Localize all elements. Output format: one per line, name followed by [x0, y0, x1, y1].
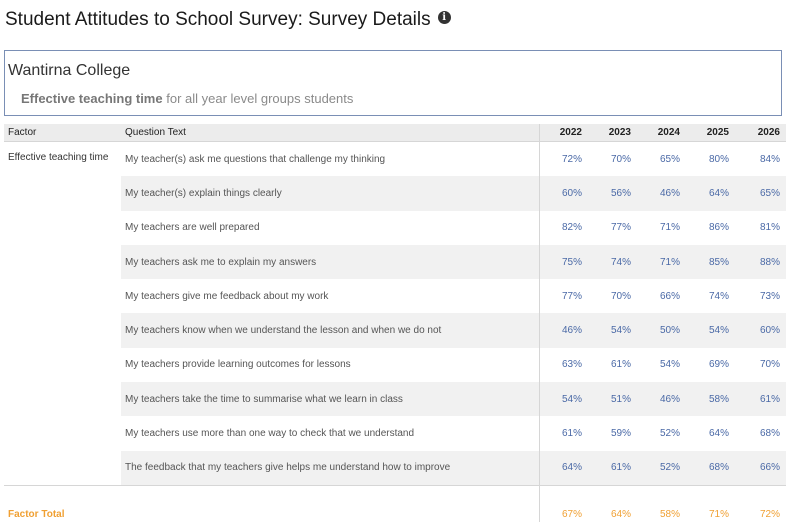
percent-value-cell: 50% [637, 313, 686, 348]
table-row: My teachers are well prepared 82% 77% 71% 86… [4, 210, 786, 245]
percent-value-cell: 46% [637, 176, 686, 211]
question-text-cell: My teachers use more than one way to che… [125, 428, 415, 440]
percent-value-cell: 64% [708, 428, 729, 440]
factor-total-value: 58% [637, 484, 686, 522]
percent-value-cell: 85% [686, 244, 735, 280]
percent-value-cell: 52% [659, 428, 680, 440]
percent-value-cell: 68% [759, 428, 780, 440]
table-row: The feedback that my teachers give helps… [4, 450, 786, 486]
percent-value-cell: 65% [659, 153, 680, 165]
factor-total-value: 64% [588, 484, 637, 522]
question-text-cell: My teachers ask me to explain my answers [121, 244, 539, 280]
percent-value-cell: 82% [538, 210, 588, 245]
table-row: My teachers give me feedback about my wo… [4, 279, 786, 314]
percent-value-cell: 46% [538, 313, 588, 348]
table-row: My teachers take the time to summarise w… [4, 382, 786, 417]
question-text-cell: My teachers know when we understand the … [121, 313, 539, 348]
percent-value-cell: 61% [588, 450, 637, 486]
question-text-cell: The feedback that my teachers give helps… [121, 450, 539, 486]
percent-value-cell: 88% [735, 244, 786, 280]
info-icon[interactable]: i [437, 11, 451, 25]
question-text-cell: My teacher(s) ask me questions that chal… [125, 153, 386, 165]
question-text-cell: My teachers are well prepared [125, 222, 260, 234]
page-title: Student Attitudes to School Survey: Surv… [5, 6, 451, 34]
percent-value-cell: 75% [538, 244, 588, 280]
factor-total-value: 71% [686, 484, 735, 522]
table-row: My teachers provide learning outcomes fo… [4, 347, 786, 383]
percent-value-cell: 54% [659, 359, 680, 371]
percent-value-cell: 60% [735, 313, 786, 348]
percent-value-cell: 81% [759, 222, 780, 234]
percent-value-cell: 65% [735, 176, 786, 211]
percent-value-cell: 80% [708, 153, 729, 165]
table-header-row: Factor Question Text 2022 2023 2024 2025… [4, 124, 786, 142]
table-row: My teachers know when we understand the … [4, 313, 786, 348]
header-year[interactable]: 2022 [538, 124, 588, 142]
percent-value-cell: 64% [686, 176, 735, 211]
table-row: My teachers use more than one way to che… [4, 416, 786, 451]
percent-value-cell: 71% [637, 244, 686, 280]
percent-value-cell: 61% [735, 382, 786, 417]
factor-total-row: Factor Total 67% 64% 58% 71% 72% [4, 484, 786, 522]
percent-value-cell: 84% [759, 153, 780, 165]
question-text-cell: My teachers take the time to summarise w… [121, 382, 539, 417]
question-text-cell: My teacher(s) explain things clearly [121, 176, 539, 211]
header-year[interactable]: 2024 [637, 124, 686, 142]
percent-value-cell: 54% [538, 382, 588, 417]
school-subtitle: Effective teaching time for all year lev… [21, 91, 353, 106]
survey-details-table: Factor Question Text 2022 2023 2024 2025… [4, 124, 786, 522]
header-year[interactable]: 2026 [735, 124, 786, 142]
percent-value-cell: 69% [708, 359, 729, 371]
percent-value-cell: 46% [637, 382, 686, 417]
percent-value-cell: 74% [588, 244, 637, 280]
percent-value-cell: 72% [538, 141, 588, 177]
factor-total-label: Factor Total [4, 484, 121, 522]
percent-value-cell: 66% [659, 290, 680, 302]
table-row: Effective teaching time My teacher(s) ask… [4, 141, 786, 177]
percent-value-cell: 70% [610, 290, 631, 302]
subtitle-rest: for all year level groups students [162, 91, 354, 106]
percent-value-cell: 60% [538, 176, 588, 211]
percent-value-cell: 66% [735, 450, 786, 486]
percent-value-cell: 51% [588, 382, 637, 417]
percent-value-cell: 56% [588, 176, 637, 211]
percent-value-cell: 70% [610, 153, 631, 165]
factor-total-spacer [121, 484, 539, 522]
percent-value-cell: 58% [686, 382, 735, 417]
page-title-text: Student Attitudes to School Survey: Surv… [5, 9, 431, 30]
header-question-text[interactable]: Question Text [121, 124, 539, 142]
percent-value-cell: 77% [610, 222, 631, 234]
factor-name-cell: Effective teaching time [8, 152, 109, 163]
table-row: My teachers ask me to explain my answers… [4, 244, 786, 280]
question-text-cell: My teachers give me feedback about my wo… [125, 290, 329, 302]
header-factor[interactable]: Factor [4, 124, 121, 142]
percent-value-cell: 54% [686, 313, 735, 348]
factor-highlight: Effective teaching time [21, 91, 163, 106]
percent-value-cell: 54% [588, 313, 637, 348]
factor-total-value: 67% [538, 484, 588, 522]
percent-value-cell: 52% [637, 450, 686, 486]
header-year[interactable]: 2023 [588, 124, 637, 142]
school-name: Wantirna College [8, 62, 131, 79]
percent-value-cell: 64% [538, 450, 588, 486]
percent-value-cell: 71% [659, 222, 680, 234]
percent-value-cell: 59% [610, 428, 631, 440]
header-year[interactable]: 2025 [686, 124, 735, 142]
percent-value-cell: 86% [708, 222, 729, 234]
factor-total-value: 72% [735, 484, 786, 522]
school-summary-panel: Wantirna College Effective teaching time… [4, 50, 782, 116]
percent-value-cell: 70% [759, 359, 780, 371]
table-row: My teacher(s) explain things clearly 60% 5… [4, 176, 786, 211]
question-text-cell: My teachers provide learning outcomes fo… [125, 359, 351, 371]
percent-value-cell: 61% [610, 359, 631, 371]
percent-value-cell: 63% [538, 347, 588, 383]
percent-value-cell: 68% [686, 450, 735, 486]
percent-value-cell: 73% [759, 290, 780, 302]
percent-value-cell: 61% [538, 416, 588, 451]
percent-value-cell: 74% [708, 290, 729, 302]
percent-value-cell: 77% [538, 279, 588, 314]
